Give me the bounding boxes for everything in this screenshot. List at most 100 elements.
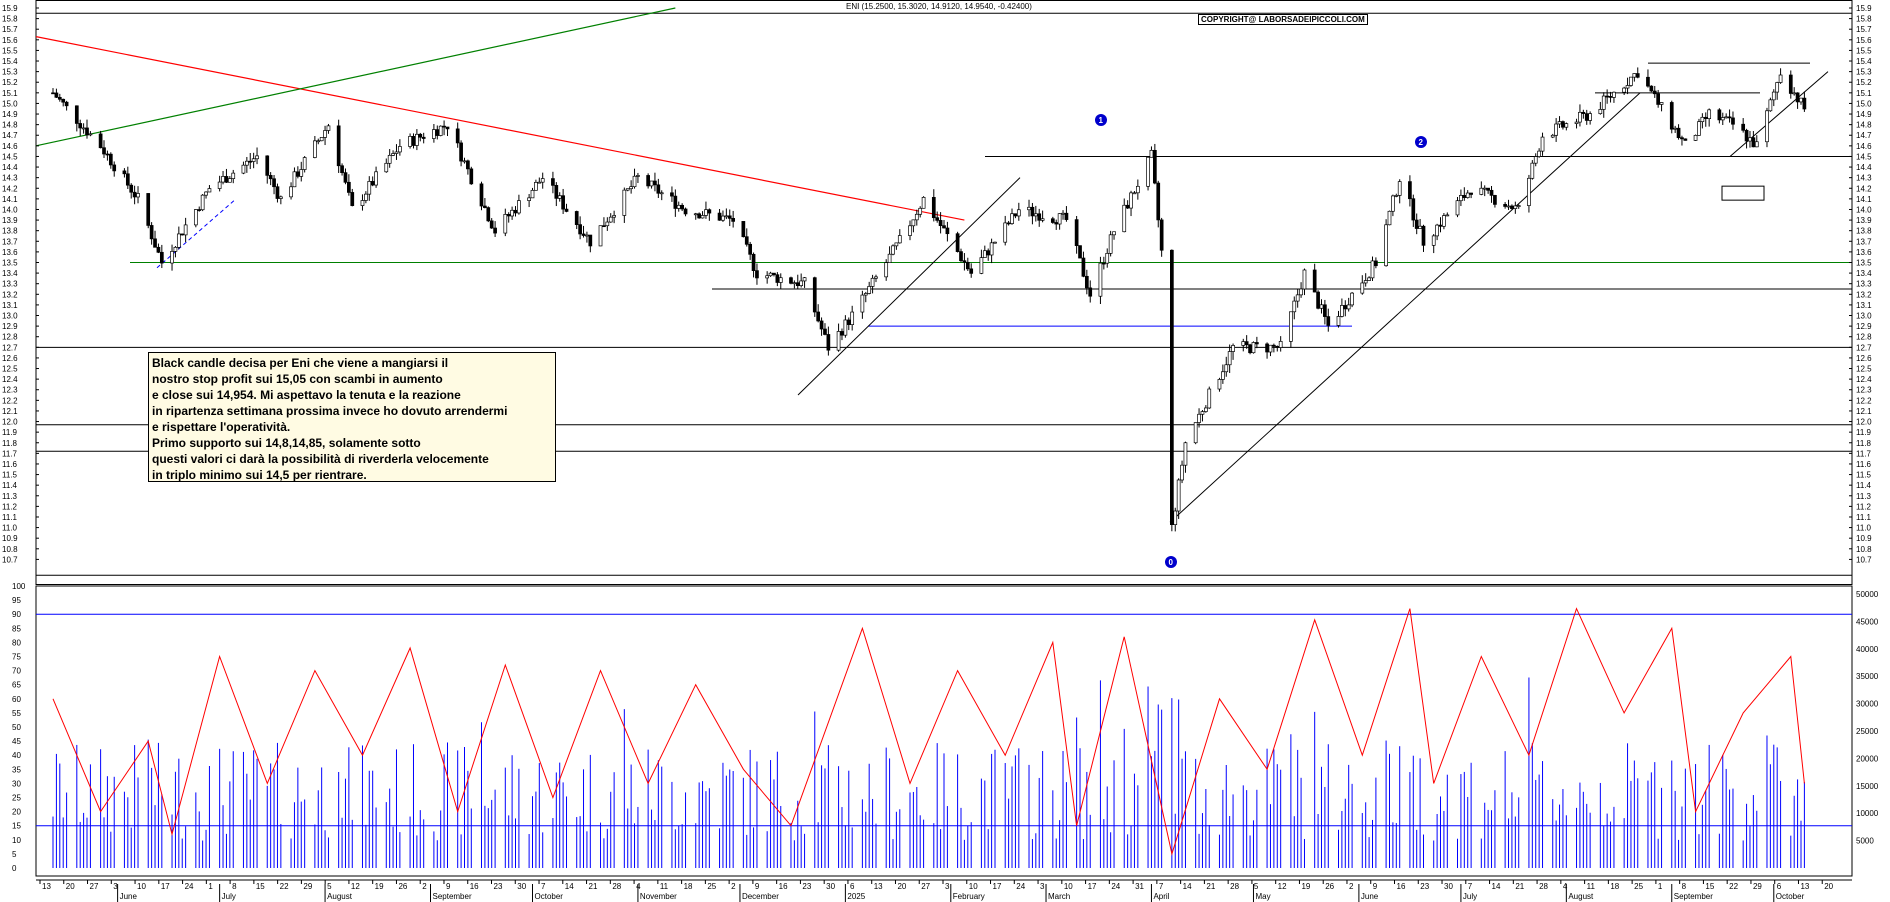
candle — [1462, 187, 1467, 201]
x-day-label: 7 — [541, 882, 546, 891]
candle — [1363, 273, 1368, 287]
price-tick-left: 12.9 — [2, 322, 18, 331]
osc-tick: 70 — [12, 667, 21, 676]
candle-body — [823, 328, 827, 335]
candle — [1152, 143, 1157, 185]
candle — [398, 139, 402, 156]
candle-body — [108, 153, 113, 166]
candle — [1510, 204, 1514, 210]
x-day-label: 9 — [1373, 882, 1378, 891]
wave-marker — [1095, 114, 1107, 126]
candle-body — [1149, 149, 1154, 158]
candle-body — [1486, 187, 1490, 191]
candle — [415, 129, 419, 151]
candle — [1676, 124, 1681, 140]
candle — [741, 221, 746, 238]
x-day-label: 26 — [398, 882, 407, 891]
candle — [1751, 131, 1756, 148]
candle — [1533, 153, 1538, 167]
candle — [112, 161, 117, 177]
candle — [1564, 122, 1569, 131]
candle-body — [1221, 371, 1225, 380]
candle-body — [503, 213, 508, 234]
price-tick-left: 12.3 — [2, 386, 18, 395]
uptrend-line — [797, 177, 1021, 396]
candle — [962, 253, 967, 271]
x-day-label: 30 — [826, 882, 835, 891]
candle — [1459, 189, 1463, 207]
candle — [1391, 194, 1395, 217]
candle — [1180, 460, 1184, 484]
candle-body — [299, 169, 304, 177]
candle — [1530, 160, 1535, 180]
trendlines — [35, 7, 1829, 523]
candle-body — [1697, 121, 1701, 136]
candle — [778, 273, 783, 289]
candle-body — [398, 146, 402, 153]
x-month-label: June — [120, 892, 138, 901]
price-tick-right: 13.7 — [1856, 237, 1872, 246]
candle — [537, 177, 542, 184]
candle — [1132, 191, 1137, 195]
candle — [1360, 275, 1365, 295]
candle-body — [132, 191, 137, 198]
candle-body — [1795, 92, 1800, 103]
candle-body — [632, 175, 637, 188]
annotation-line: in triplo minimo sui 14,5 per rientrare. — [152, 468, 367, 482]
trendline — [35, 36, 965, 221]
candle-body — [268, 175, 273, 180]
candle-body — [1503, 204, 1507, 207]
candle — [336, 119, 341, 173]
candle — [1802, 91, 1807, 112]
candle — [1799, 97, 1803, 105]
x-day-label: 3 — [1040, 882, 1045, 891]
candle — [959, 248, 963, 263]
candle — [1765, 107, 1769, 148]
candle-body — [935, 217, 940, 221]
candle-body — [751, 253, 756, 272]
candle-body — [622, 189, 627, 216]
candle — [1003, 215, 1008, 246]
candle-body — [816, 311, 821, 322]
price-tick-right: 12.6 — [1856, 354, 1872, 363]
candle-body — [530, 189, 535, 199]
candle — [1659, 102, 1664, 112]
candle-body — [129, 184, 134, 193]
candle — [326, 123, 331, 134]
volume-tick: 35000 — [1856, 672, 1879, 681]
price-tick-right: 14.9 — [1856, 110, 1872, 119]
candle — [1465, 190, 1470, 199]
candle-body — [1170, 249, 1174, 526]
candle-body — [1289, 311, 1293, 342]
candle — [802, 276, 807, 288]
candle-body — [459, 142, 463, 162]
candle-body — [564, 208, 569, 212]
candle — [557, 192, 562, 202]
candle — [1731, 111, 1735, 130]
price-tick-right: 14.2 — [1856, 184, 1872, 193]
candle — [1193, 422, 1198, 445]
candle — [1016, 202, 1021, 221]
candle — [1744, 128, 1749, 149]
osc-tick: 55 — [12, 709, 21, 718]
candle — [64, 100, 69, 111]
candle-body — [1054, 222, 1059, 225]
candle-body — [1319, 304, 1324, 309]
x-day-label: 25 — [1634, 882, 1643, 891]
candle-body — [1370, 260, 1375, 279]
x-day-label: 13 — [874, 882, 883, 891]
candle-body — [1312, 269, 1317, 293]
candle-body — [408, 136, 412, 147]
candle — [938, 212, 943, 234]
candle-body — [1435, 224, 1439, 237]
candle-body — [1588, 113, 1592, 121]
candle-body — [1061, 212, 1065, 215]
x-month-label: 2025 — [847, 892, 865, 901]
candle — [1527, 174, 1531, 213]
candle — [146, 193, 151, 229]
candle — [445, 126, 450, 137]
candle-body — [1411, 198, 1416, 221]
candle-body — [1057, 213, 1062, 225]
x-day-label: 27 — [921, 882, 930, 891]
